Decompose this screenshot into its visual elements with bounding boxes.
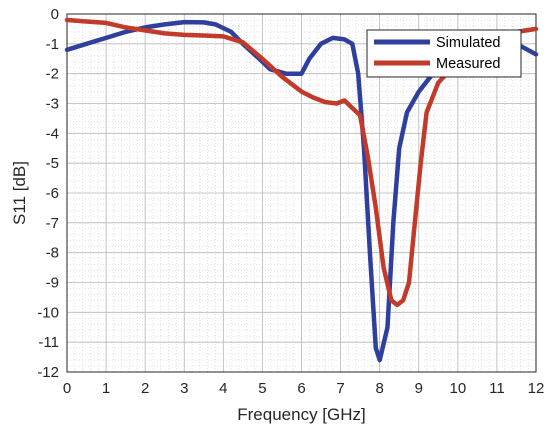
x-tick-label: 1 (102, 380, 110, 397)
y-tick-label: -10 (37, 304, 59, 321)
y-axis-label: S11 [dB] (10, 161, 29, 225)
x-tick-label: 3 (180, 380, 188, 397)
y-tick-label: -4 (46, 125, 59, 142)
x-tick-label: 8 (375, 380, 383, 397)
x-tick-label: 9 (415, 380, 423, 397)
y-tick-label: 0 (51, 6, 59, 23)
legend-box (366, 29, 522, 78)
y-tick-label: -6 (46, 185, 59, 202)
y-tick-label: -5 (46, 155, 59, 172)
series-line-measured (64, 17, 539, 308)
x-tick-label: 0 (63, 380, 71, 397)
y-tick-label: -2 (46, 66, 59, 83)
x-tick-label: 12 (528, 380, 545, 397)
x-tick-label: 10 (449, 380, 466, 397)
x-tick-label: 6 (297, 380, 305, 397)
y-tick-label: -1 (46, 36, 59, 53)
x-tick-label: 4 (219, 380, 227, 397)
x-tick-label: 7 (336, 380, 344, 397)
y-tick-label: -7 (46, 215, 59, 232)
legend-label-measured: Measured (436, 56, 500, 72)
x-tick-label: 2 (141, 380, 149, 397)
x-axis-label: Frequency [GHz] (237, 405, 366, 424)
x-tick-label: 11 (489, 380, 505, 397)
y-tick-label: -3 (46, 96, 59, 113)
y-tick-label: -12 (37, 364, 59, 381)
y-tick-label: -9 (46, 275, 59, 292)
legend: Simulated Measured (366, 29, 522, 78)
y-tick-label: -11 (38, 334, 59, 351)
y-tick-labels: 0 -1 -2 -3 -4 -5 -6 -7 -8 -9 -10 -11 -12 (37, 6, 59, 381)
y-tick-label: -8 (46, 245, 59, 262)
x-tick-labels: 0 1 2 3 4 5 6 7 8 9 10 11 12 (63, 380, 545, 397)
x-tick-label: 5 (258, 380, 266, 397)
legend-label-simulated: Simulated (436, 35, 500, 51)
plot-frame (66, 13, 537, 373)
